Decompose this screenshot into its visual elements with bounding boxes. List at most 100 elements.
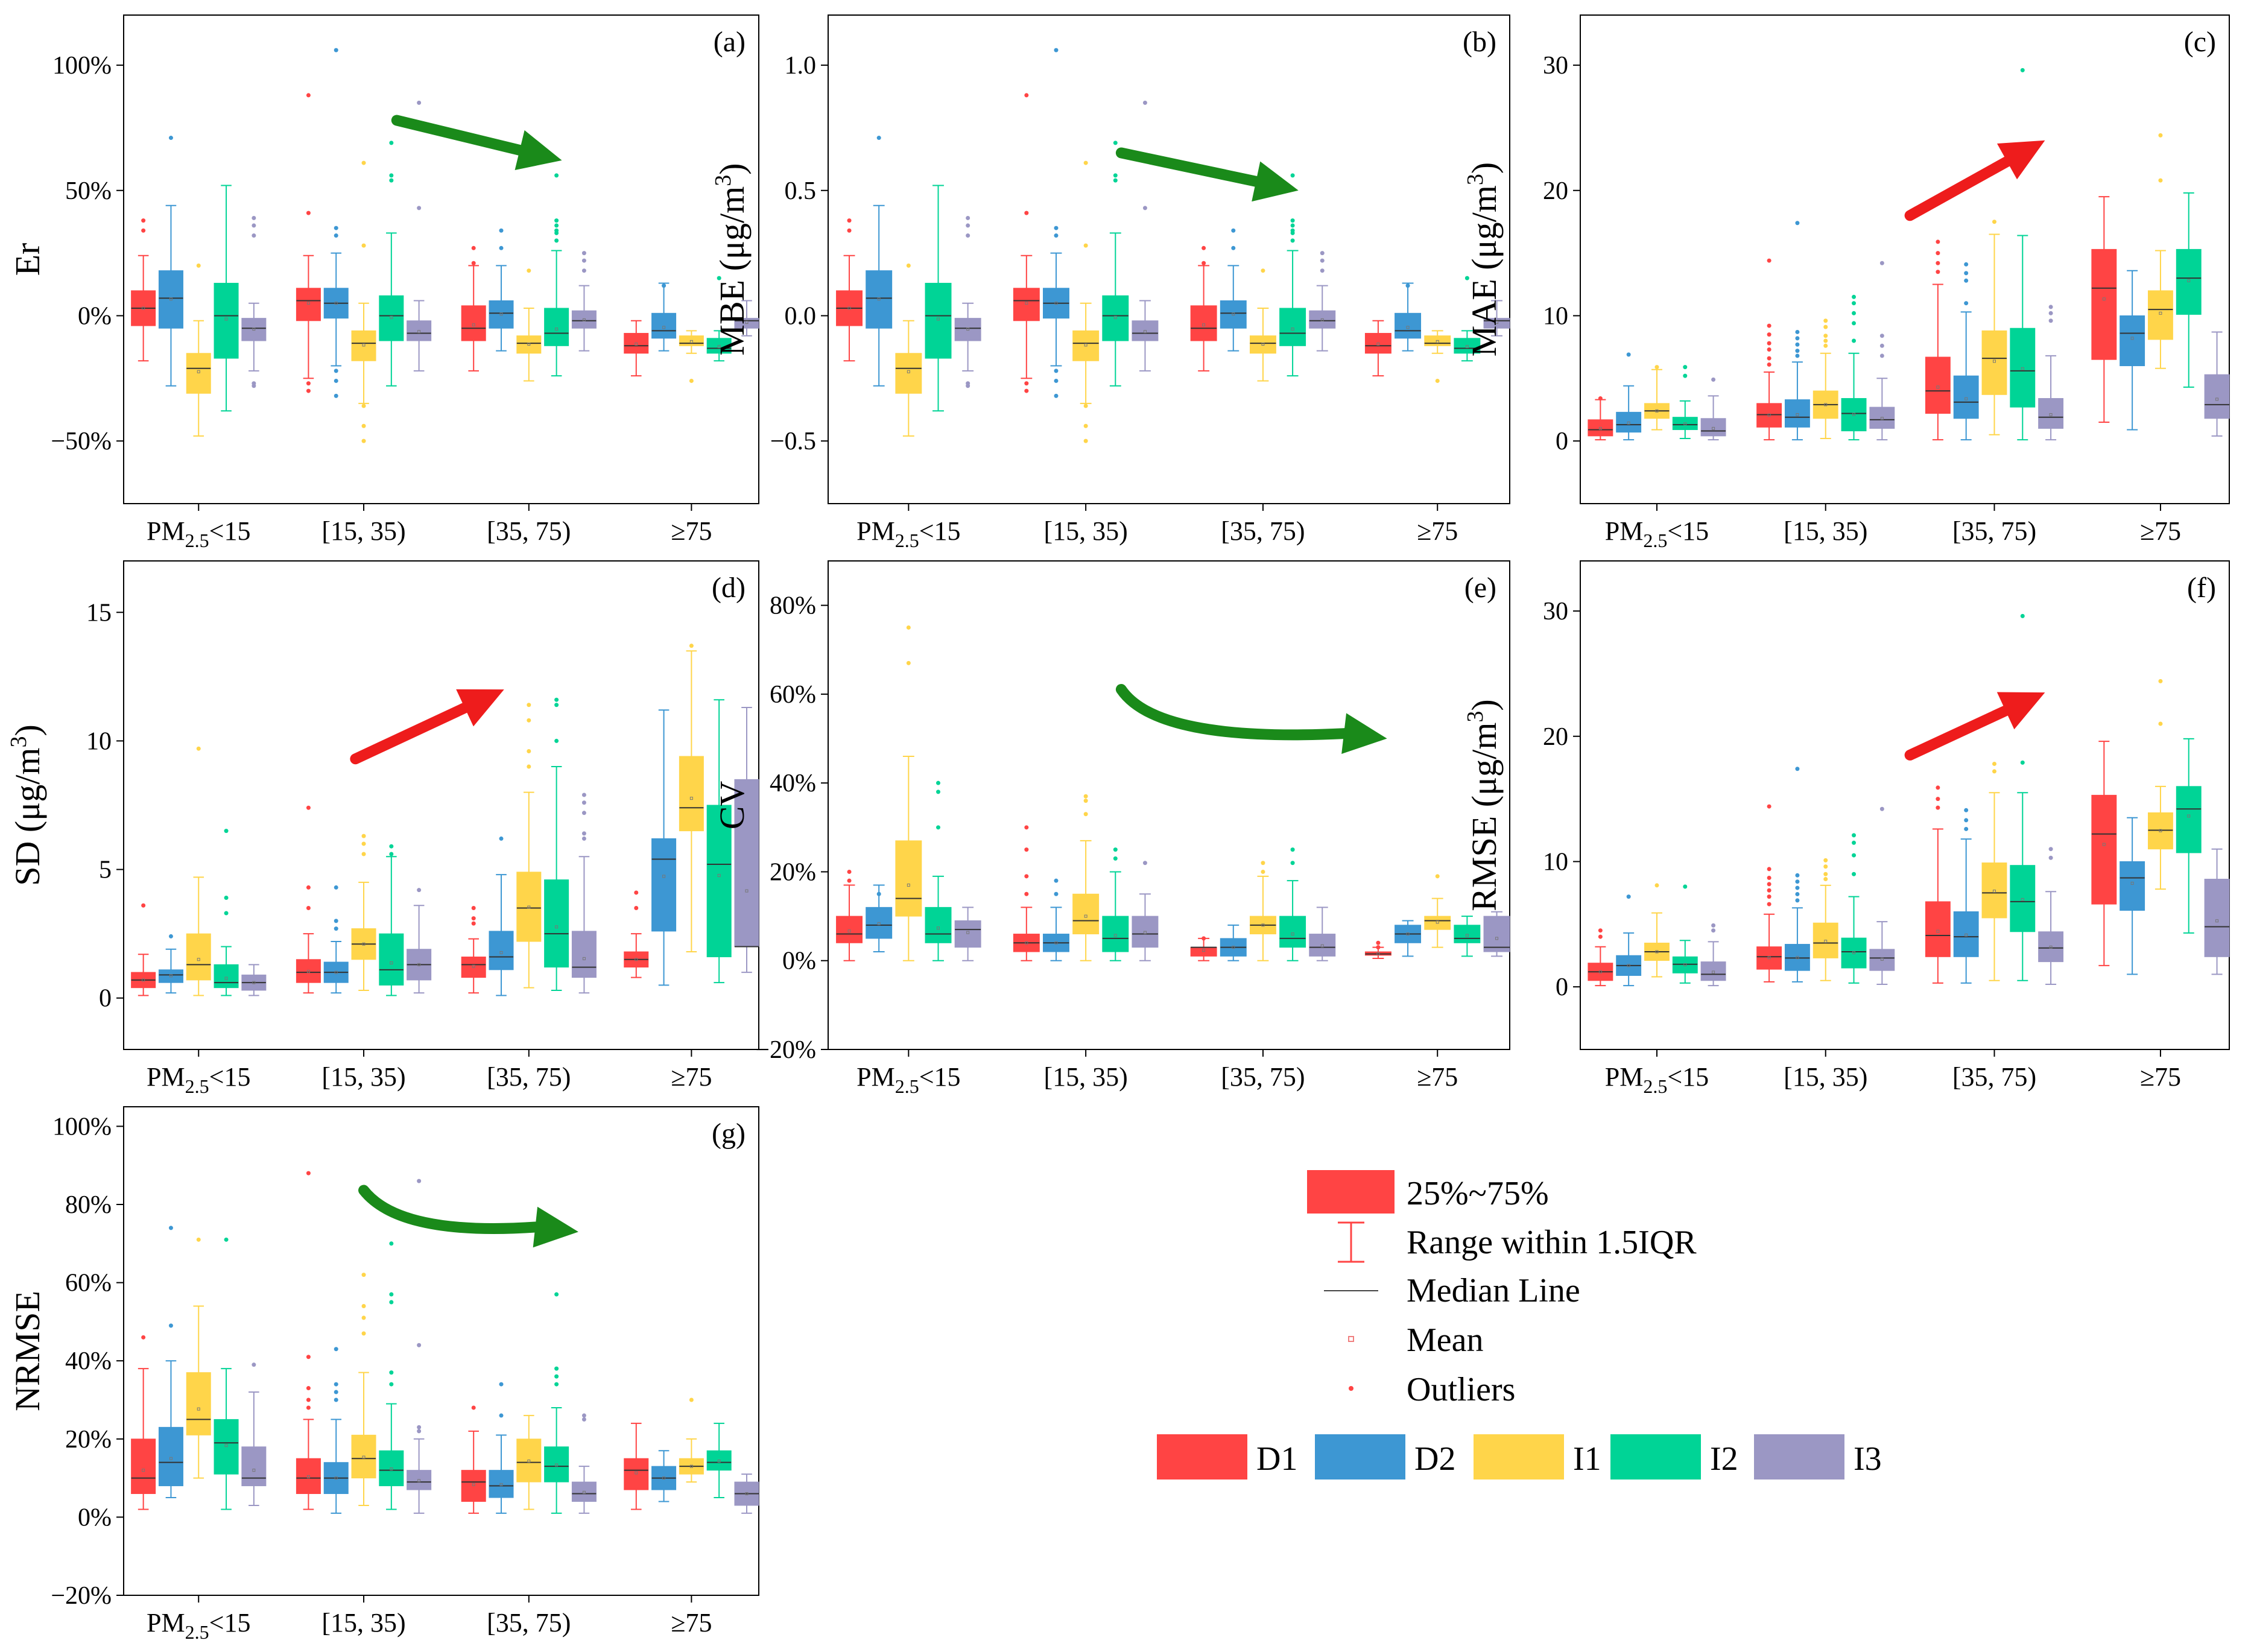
label-base: PM: [856, 516, 895, 546]
outlier-point: [306, 381, 311, 386]
outlier-point: [1767, 323, 1771, 328]
panel-tag: (d): [712, 572, 746, 604]
x-tick-label: [35, 75): [487, 1608, 571, 1638]
box-I1: [679, 644, 704, 952]
label-rest: <15: [209, 1608, 251, 1638]
iqr-box: [2120, 315, 2145, 367]
outlier-point: [906, 625, 911, 630]
mean-marker: [2102, 843, 2106, 846]
outlier-point: [389, 1292, 394, 1297]
box-D1: [296, 93, 321, 393]
box-D1: [131, 1335, 156, 1510]
mean-marker: [582, 318, 586, 321]
mean-marker: [1992, 890, 1996, 893]
box-D1: [2091, 196, 2117, 423]
outlier-point: [252, 215, 256, 220]
outlier-point: [1823, 864, 1828, 869]
outlier-point: [1823, 324, 1828, 329]
outlier-point: [1261, 268, 1265, 273]
iqr-box: [1700, 418, 1726, 437]
outlier-point: [876, 891, 881, 896]
y-tick-label: 1.0: [785, 52, 817, 80]
y-axis-label-text: Er: [8, 243, 47, 276]
outlier-point: [1823, 338, 1828, 343]
outlier-point: [847, 869, 852, 874]
outlier-point: [334, 378, 338, 383]
outlier-point: [361, 841, 366, 846]
box-I1: [1813, 858, 1838, 981]
mean-marker: [2049, 413, 2053, 417]
x-tick-label: ≥75: [1417, 1062, 1458, 1092]
legend-series-swatch: [1610, 1434, 1701, 1480]
outlier-point: [581, 258, 586, 263]
outlier-point: [554, 173, 559, 178]
mean-marker: [662, 326, 666, 329]
mean-marker: [306, 302, 310, 305]
outlier-point: [1936, 797, 1940, 802]
y-tick-label: 0.0: [785, 302, 817, 330]
outlier-point: [1795, 353, 1800, 358]
iqr-box: [1309, 934, 1336, 957]
outlier-point: [361, 404, 366, 408]
y-axis-label-superscript: 3: [6, 736, 31, 748]
box-I1: [895, 263, 922, 437]
outlier-point: [847, 228, 852, 233]
outlier-point: [141, 1335, 146, 1340]
outlier-point: [2158, 178, 2163, 183]
box-I3: [734, 707, 759, 973]
iqr-box: [1953, 375, 1979, 419]
x-tick-label: [35, 75): [1952, 1062, 2036, 1092]
x-tick-label: [35, 75): [1221, 516, 1305, 546]
outlier-point: [1054, 378, 1059, 383]
iqr-box: [351, 330, 376, 361]
x-tick-label: PM2.5<15: [147, 1062, 250, 1097]
mean-marker: [1113, 315, 1117, 319]
outlier-point: [1767, 804, 1771, 809]
mean-marker: [1964, 933, 1968, 937]
y-axis-label: NRMSE: [8, 1291, 47, 1411]
outlier-point: [1767, 362, 1771, 367]
outlier-point: [334, 1382, 338, 1387]
box-I3: [2204, 331, 2230, 437]
iqr-box: [2091, 248, 2117, 360]
outlier-point: [306, 93, 311, 98]
outlier-point: [966, 233, 970, 238]
y-axis-label: MAE (μg/m3): [1463, 162, 1504, 356]
mean-marker: [142, 978, 145, 982]
iqr-box: [1395, 312, 1422, 339]
box-I2: [544, 173, 569, 377]
outlier-point: [1054, 369, 1059, 373]
outlier-point: [224, 829, 229, 834]
outlier-point: [2048, 311, 2053, 315]
box-I2: [214, 1237, 239, 1510]
trend-arrow-head: [1996, 140, 2045, 180]
outlier-point: [334, 1390, 338, 1394]
iqr-box: [516, 335, 542, 354]
legend-median-label: Median Line: [1407, 1272, 1580, 1309]
mean-marker: [1598, 426, 1602, 430]
mean-marker: [1143, 330, 1147, 334]
outlier-point: [1795, 329, 1800, 334]
mean-marker: [877, 297, 881, 301]
outlier-point: [2020, 760, 2025, 765]
iqr-box: [214, 282, 239, 359]
y-tick-label: 0: [1556, 973, 1568, 1001]
mean-marker: [527, 343, 531, 346]
iqr-box: [1588, 419, 1613, 437]
iqr-box: [186, 933, 211, 981]
mean-marker: [527, 1460, 531, 1463]
box-D2: [1043, 878, 1069, 961]
outlier-point: [2048, 305, 2053, 309]
y-tick-label: 30: [1543, 598, 1568, 625]
iqr-box: [158, 969, 183, 983]
outlier-point: [168, 136, 173, 141]
box-D2: [158, 934, 183, 994]
box-D1: [1190, 245, 1217, 372]
mean-marker: [1376, 952, 1380, 955]
outlier-point: [2048, 318, 2053, 323]
mean-marker: [224, 317, 228, 321]
x-tick-label: ≥75: [671, 516, 712, 546]
outlier-point: [1024, 825, 1029, 830]
outlier-point: [1936, 270, 1940, 274]
iqr-box: [544, 308, 569, 346]
